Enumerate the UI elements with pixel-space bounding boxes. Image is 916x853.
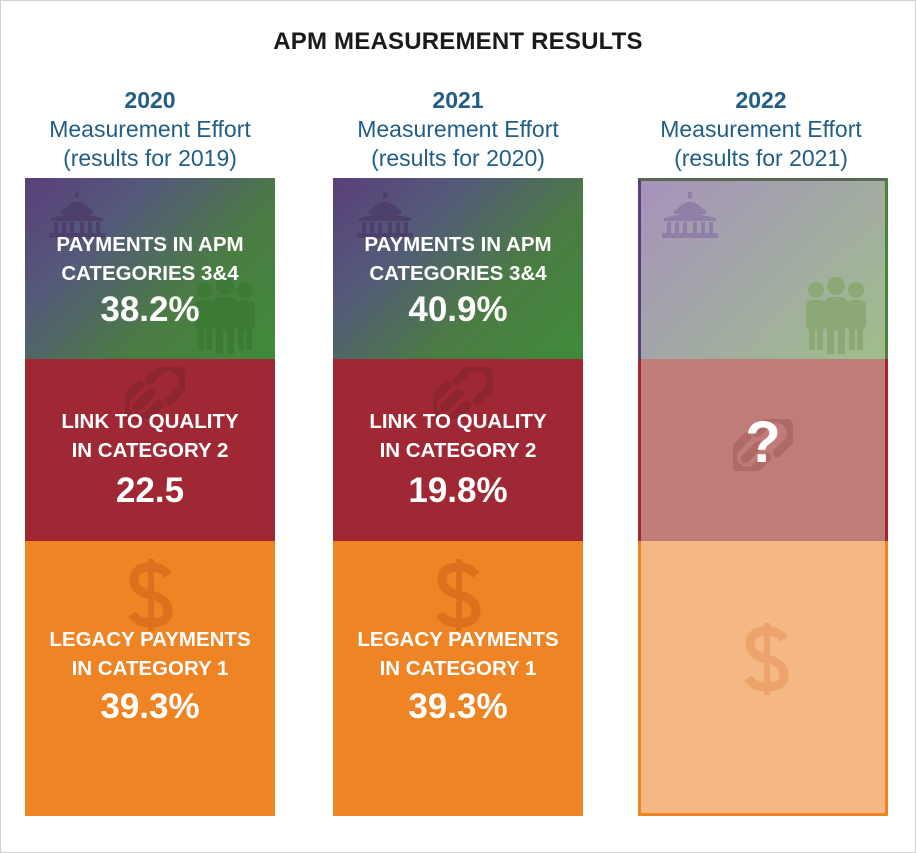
column-year: 2020 xyxy=(124,87,176,113)
apm-value: 38.2% xyxy=(100,290,200,329)
legacy-segment: LEGACY PAYMENTS IN CATEGORY 1 39.3% xyxy=(333,541,583,816)
capitol-building-icon xyxy=(49,192,105,238)
column-year: 2021 xyxy=(432,87,484,113)
legacy-label-line1: LEGACY PAYMENTS xyxy=(357,628,559,651)
capitol-building-icon xyxy=(662,192,718,238)
people-group-icon xyxy=(806,277,866,354)
legacy-value: 39.3% xyxy=(100,687,200,726)
column-results-for: (results for 2021) xyxy=(674,145,848,171)
link-label-line1: LINK TO QUALITY xyxy=(369,410,547,433)
legacy-label-line2: IN CATEGORY 1 xyxy=(71,657,229,680)
pending-link-outline xyxy=(638,359,888,541)
column-results-for: (results for 2020) xyxy=(371,145,545,171)
link-segment: LINK TO QUALITY IN CATEGORY 2 22.5 xyxy=(25,359,275,541)
apm-segment xyxy=(638,178,888,359)
apm-label: PAYMENTS IN APM CATEGORIES 3&4 xyxy=(333,230,583,288)
legacy-label-line1: LEGACY PAYMENTS xyxy=(49,628,251,651)
link-label: LINK TO QUALITY IN CATEGORY 2 xyxy=(25,407,275,465)
link-segment: ? xyxy=(638,359,888,541)
column-year: 2022 xyxy=(735,87,787,113)
legacy-segment xyxy=(638,541,888,816)
column-heading-2022: 2022 Measurement Effort (results for 202… xyxy=(626,86,896,173)
column-subtitle: Measurement Effort xyxy=(49,116,251,142)
apm-value: 40.9% xyxy=(408,290,508,329)
pending-legacy-outline xyxy=(638,541,888,816)
apm-label-line1: PAYMENTS IN APM xyxy=(364,233,552,256)
dollar-sign-icon xyxy=(436,559,481,631)
apm-segment: PAYMENTS IN APM CATEGORIES 3&4 40.9% xyxy=(333,178,583,359)
chart-title: APM MEASUREMENT RESULTS xyxy=(273,28,643,55)
column-subtitle: Measurement Effort xyxy=(660,116,862,142)
link-label-line1: LINK TO QUALITY xyxy=(61,410,239,433)
apm-label-line2: CATEGORIES 3&4 xyxy=(369,262,547,285)
link-value: 22.5 xyxy=(115,471,185,510)
column-subtitle: Measurement Effort xyxy=(357,116,559,142)
chain-link-icon xyxy=(433,367,493,419)
apm-label-line2: CATEGORIES 3&4 xyxy=(61,262,239,285)
dollar-sign-icon xyxy=(744,623,789,695)
capitol-building-icon xyxy=(357,192,413,238)
legacy-segment: LEGACY PAYMENTS IN CATEGORY 1 39.3% xyxy=(25,541,275,816)
chain-link-icon xyxy=(125,367,185,419)
column-2022: ? xyxy=(638,178,888,816)
column-results-for: (results for 2019) xyxy=(63,145,237,171)
chain-link-icon xyxy=(733,419,793,471)
link-segment: LINK TO QUALITY IN CATEGORY 2 19.8% xyxy=(333,359,583,541)
pending-question-mark: ? xyxy=(745,410,781,475)
link-label-line2: IN CATEGORY 2 xyxy=(71,439,229,462)
link-label: LINK TO QUALITY IN CATEGORY 2 xyxy=(333,407,583,465)
legacy-label: LEGACY PAYMENTS IN CATEGORY 1 xyxy=(333,625,583,683)
link-label-line2: IN CATEGORY 2 xyxy=(379,439,537,462)
legacy-label: LEGACY PAYMENTS IN CATEGORY 1 xyxy=(25,625,275,683)
people-group-icon xyxy=(195,277,255,354)
legacy-label-line2: IN CATEGORY 1 xyxy=(379,657,537,680)
legacy-value: 39.3% xyxy=(408,687,508,726)
column-heading-2020: 2020 Measurement Effort (results for 201… xyxy=(15,86,285,173)
column-2020: PAYMENTS IN APM CATEGORIES 3&4 38.2% LIN… xyxy=(25,178,275,816)
apm-label: PAYMENTS IN APM CATEGORIES 3&4 xyxy=(25,230,275,288)
apm-segment: PAYMENTS IN APM CATEGORIES 3&4 38.2% xyxy=(25,178,275,359)
apm-label-line1: PAYMENTS IN APM xyxy=(56,233,244,256)
column-heading-2021: 2021 Measurement Effort (results for 202… xyxy=(323,86,593,173)
link-value: 19.8% xyxy=(408,471,508,510)
dollar-sign-icon xyxy=(128,559,173,631)
column-2021: PAYMENTS IN APM CATEGORIES 3&4 40.9% LIN… xyxy=(333,178,583,816)
